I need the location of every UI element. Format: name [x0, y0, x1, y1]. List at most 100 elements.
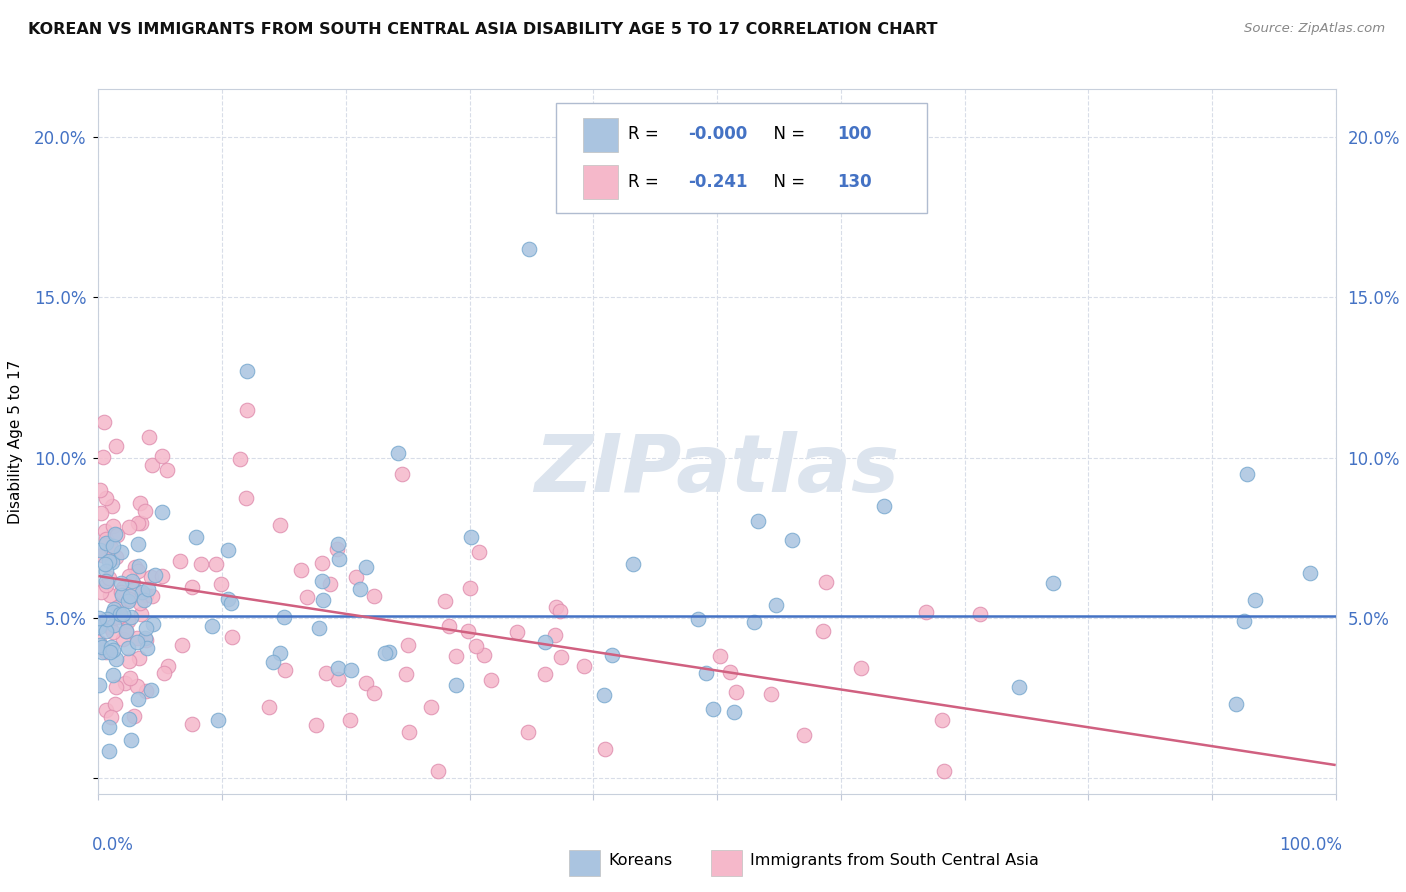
Point — [725, 684, 748, 698]
Point — [328, 551, 350, 566]
Point — [94, 564, 117, 578]
Point — [132, 593, 155, 607]
Point — [125, 679, 148, 693]
Point — [135, 621, 157, 635]
Text: Immigrants from South Central Asia: Immigrants from South Central Asia — [751, 854, 1039, 868]
Point — [782, 533, 804, 547]
Point — [120, 589, 142, 603]
Point — [1042, 576, 1064, 591]
Point — [150, 505, 173, 519]
Point — [695, 665, 717, 680]
Point — [190, 557, 212, 571]
Point — [427, 764, 450, 779]
Point — [104, 526, 127, 541]
Point — [312, 592, 335, 607]
Point — [117, 594, 139, 608]
Point — [128, 650, 150, 665]
Point — [747, 514, 769, 528]
Point — [356, 559, 378, 574]
Point — [93, 415, 115, 429]
Point — [544, 628, 567, 642]
Point — [339, 713, 361, 727]
Point — [457, 624, 479, 638]
Point — [127, 516, 149, 530]
Point — [103, 602, 125, 616]
Text: 0.0%: 0.0% — [93, 836, 134, 855]
Point — [592, 688, 614, 702]
Point — [305, 718, 328, 732]
Point — [205, 557, 228, 571]
Point — [546, 599, 568, 614]
Point — [709, 648, 731, 663]
Point — [89, 483, 111, 497]
Point — [90, 549, 112, 563]
Point — [517, 725, 540, 739]
Point — [315, 665, 337, 680]
Point — [114, 676, 136, 690]
Point — [94, 574, 117, 588]
Point — [363, 589, 385, 603]
Point — [269, 517, 291, 532]
Point — [170, 638, 193, 652]
Point — [378, 645, 401, 659]
Point — [548, 604, 571, 618]
Point — [112, 581, 135, 595]
Point — [472, 648, 495, 663]
Point — [156, 659, 179, 673]
Point — [94, 536, 117, 550]
Point — [274, 663, 297, 677]
Point — [228, 452, 250, 467]
Point — [326, 537, 349, 551]
Point — [129, 597, 152, 611]
Point — [120, 609, 142, 624]
Point — [100, 710, 122, 724]
Point — [269, 646, 291, 660]
Point — [308, 621, 330, 635]
Point — [742, 615, 765, 629]
FancyBboxPatch shape — [711, 849, 742, 876]
Point — [108, 608, 131, 623]
Text: ZIPatlas: ZIPatlas — [534, 431, 900, 508]
Point — [217, 543, 239, 558]
Point — [121, 574, 143, 589]
Text: -0.241: -0.241 — [689, 173, 748, 191]
Point — [135, 633, 157, 648]
Point — [221, 630, 243, 644]
Point — [143, 568, 166, 582]
Point — [184, 530, 207, 544]
Point — [201, 619, 224, 633]
Point — [723, 706, 745, 720]
Point — [326, 541, 349, 556]
Point — [235, 491, 257, 506]
Point — [136, 582, 159, 596]
Point — [111, 632, 134, 646]
Point — [100, 555, 122, 569]
Point — [1007, 680, 1029, 694]
Point — [969, 607, 991, 621]
Point — [101, 518, 124, 533]
Point — [94, 703, 117, 717]
Point — [702, 702, 724, 716]
Point — [98, 588, 121, 602]
Text: 130: 130 — [837, 173, 872, 191]
Point — [98, 720, 121, 734]
Point — [101, 643, 124, 657]
Point — [311, 574, 333, 588]
Point — [718, 665, 741, 679]
Point — [931, 714, 953, 728]
Point — [91, 645, 114, 659]
Point — [181, 580, 204, 594]
Point — [135, 588, 157, 602]
FancyBboxPatch shape — [583, 166, 619, 199]
Point — [391, 467, 413, 481]
Point — [128, 496, 150, 510]
Text: 100: 100 — [837, 125, 872, 143]
Point — [572, 658, 595, 673]
Point — [139, 570, 162, 584]
Point — [114, 624, 136, 638]
Point — [363, 686, 385, 700]
Point — [104, 439, 127, 453]
Point — [101, 624, 124, 639]
Point — [98, 571, 121, 585]
Point — [534, 635, 557, 649]
